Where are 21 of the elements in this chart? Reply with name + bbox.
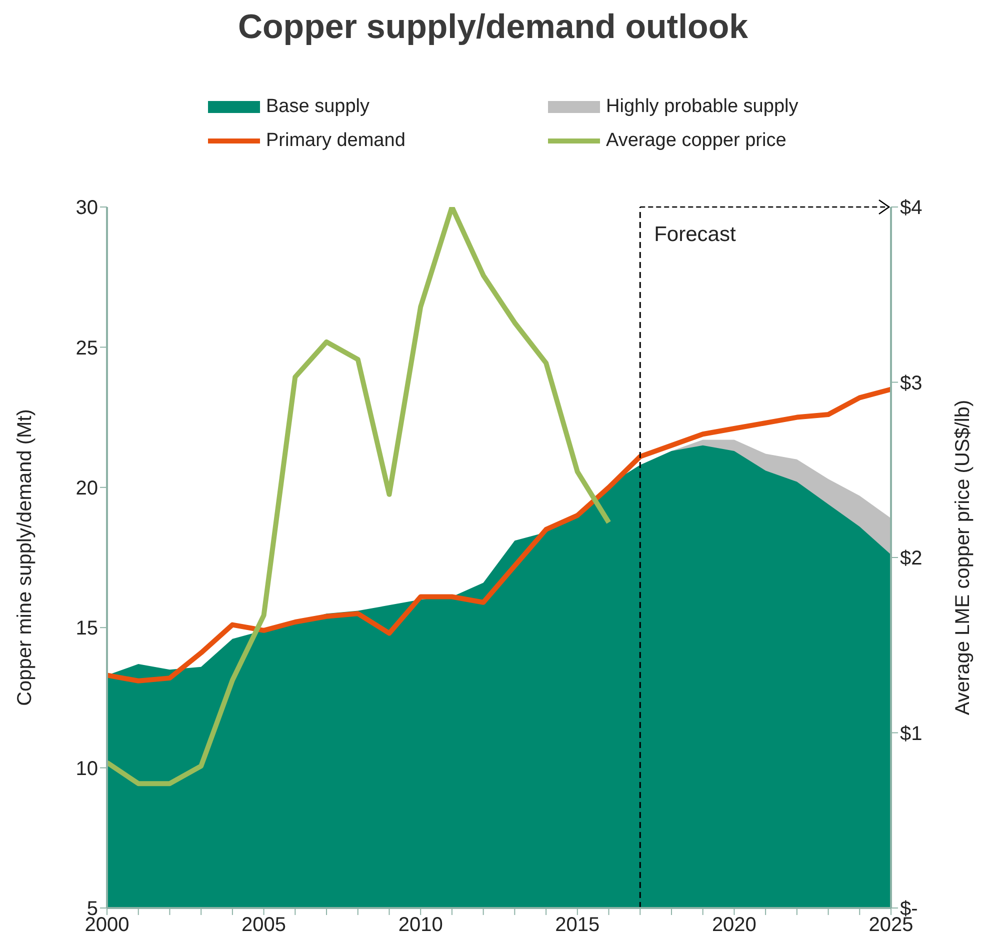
legend-label: Average copper price (606, 130, 786, 152)
y2-tick-label: $1 (900, 722, 922, 745)
y2-tick-label: $4 (900, 197, 922, 220)
x-tick-label: 2015 (555, 914, 600, 936)
legend-label: Highly probable supply (606, 96, 798, 118)
ref-line-label: Forecast (654, 223, 736, 246)
legend-label: Primary demand (266, 130, 406, 152)
y-tick-label: 30 (76, 197, 98, 220)
y-tick-label: 15 (76, 618, 98, 640)
y2-axis-title: Average LME copper price (US$/lb) (952, 400, 974, 716)
legend-label: Base supply (266, 96, 370, 118)
y2-tick-label: $2 (900, 548, 922, 570)
x-tick-label: 2020 (712, 914, 756, 936)
chart-title: Copper supply/demand outlook (236, 8, 750, 47)
y-axis-title: Copper mine supply/demand (Mt) (14, 409, 36, 706)
y-tick-label: 20 (76, 478, 98, 500)
y2-tick-label: $3 (900, 372, 922, 394)
y-tick-label: 25 (76, 337, 98, 360)
y-tick-label: 10 (76, 758, 98, 780)
x-tick-label: 2010 (398, 914, 443, 936)
x-tick-label: 2005 (242, 914, 286, 936)
